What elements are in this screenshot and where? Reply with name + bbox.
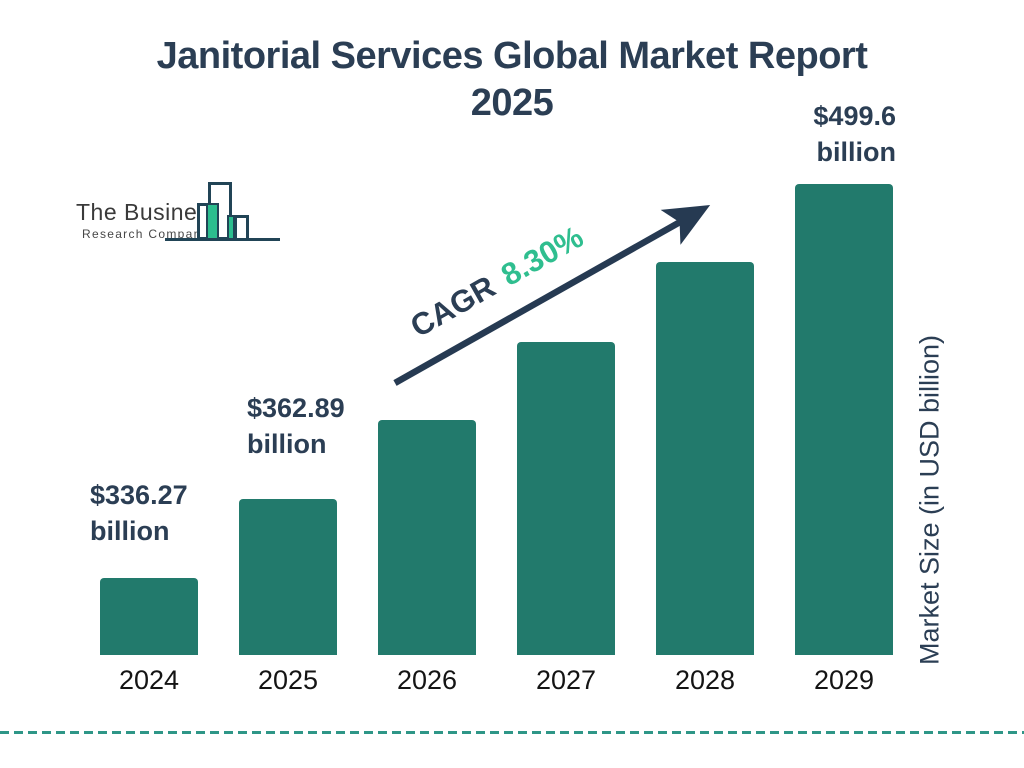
axis-label-2027: 2027 bbox=[535, 665, 597, 695]
growth-arrow bbox=[393, 205, 711, 386]
axis-label-2026: 2026 bbox=[396, 665, 458, 695]
bar-column-2027: 2027 bbox=[517, 184, 615, 705]
value-label-2025: $362.89 billion bbox=[247, 390, 345, 462]
logo-company-subtitle: Research Company bbox=[82, 227, 209, 241]
bottom-dashed-divider bbox=[0, 731, 1024, 734]
bar-2027 bbox=[517, 342, 615, 655]
axis-label-2029: 2029 bbox=[813, 665, 875, 695]
logo-company-name: The Business bbox=[76, 199, 222, 225]
bar-column-2028: 2028 bbox=[656, 184, 754, 705]
value-label-2024-amount: $336.27 bbox=[90, 480, 188, 510]
value-label-2029-amount: $499.6 bbox=[813, 101, 896, 131]
value-label-2024: $336.27 billion bbox=[90, 477, 188, 549]
logo-text: The Business Research Company bbox=[76, 199, 221, 241]
bar-column-2025: 2025 bbox=[239, 184, 337, 705]
value-label-2029-unit: billion bbox=[816, 137, 896, 167]
value-label-2029: $499.6 billion bbox=[813, 98, 896, 170]
value-label-2025-unit: billion bbox=[247, 429, 327, 459]
value-label-2025-amount: $362.89 bbox=[247, 393, 345, 423]
bar-column-2024: 2024 bbox=[100, 184, 198, 705]
logo-baseline bbox=[165, 238, 280, 241]
value-label-2024-unit: billion bbox=[90, 516, 170, 546]
axis-label-2024: 2024 bbox=[118, 665, 180, 695]
y-axis-label: Market Size (in USD billion) bbox=[914, 334, 945, 666]
bar-2025 bbox=[239, 499, 337, 655]
bar-column-2026: 2026 bbox=[378, 184, 476, 705]
bar-2024 bbox=[100, 578, 198, 655]
axis-label-2028: 2028 bbox=[674, 665, 736, 695]
bar-2028 bbox=[656, 262, 754, 655]
bar-2026 bbox=[378, 420, 476, 655]
chart-title: Janitorial Services Global Market Report… bbox=[156, 35, 868, 124]
logo-bars-icon bbox=[165, 182, 283, 242]
bar-2029 bbox=[795, 184, 893, 655]
bar-chart-plot-area: 2024 2025 2026 2027 2028 2029 bbox=[100, 184, 894, 705]
axis-label-2025: 2025 bbox=[257, 665, 319, 695]
bar-column-2029: 2029 bbox=[795, 184, 893, 705]
